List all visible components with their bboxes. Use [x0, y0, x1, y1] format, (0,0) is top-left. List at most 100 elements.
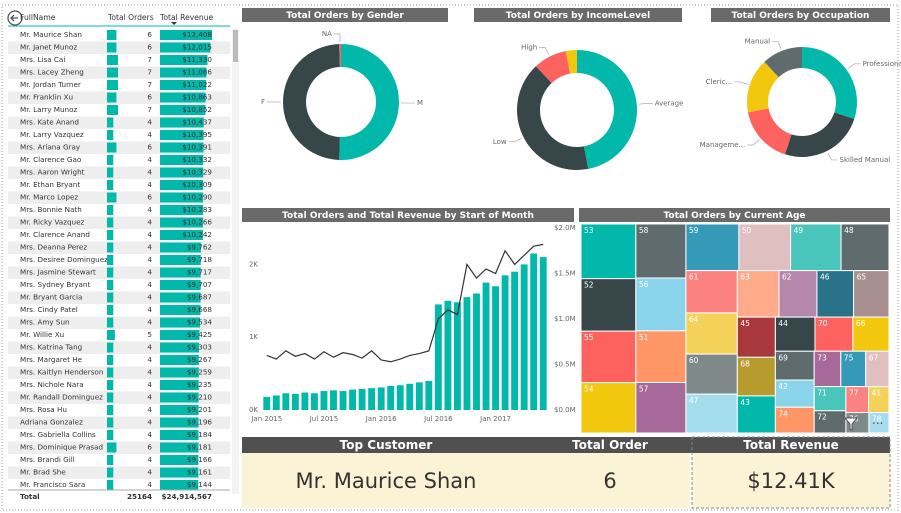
card-label: Top Customer: [340, 438, 433, 452]
cell-orders: 4: [147, 405, 152, 414]
y2-tick-label: $0.5M: [554, 361, 576, 369]
treemap-label: 46: [820, 273, 830, 282]
treemap-label: 44: [778, 319, 788, 328]
slice-label: F: [261, 98, 265, 106]
donut-slice: [535, 51, 571, 84]
filter-icon[interactable]: [843, 417, 859, 431]
revenue-bar: [160, 217, 204, 228]
cell-revenue: $9,303: [187, 343, 212, 352]
page-border: [1, 4, 899, 511]
column-header: Total Revenue: [159, 13, 214, 22]
slice-label: Manual: [745, 38, 770, 46]
cell-name: Mrs. Katrina Tang: [20, 343, 82, 352]
cell-orders: 4: [147, 155, 152, 164]
column-header: FullName: [20, 13, 56, 22]
revenue-bar: [160, 267, 201, 278]
cell-revenue: $9,707: [187, 280, 212, 289]
bar: [434, 304, 442, 410]
donut-slice: [517, 66, 589, 171]
revenue-bar: [160, 80, 207, 90]
orders-bar: [107, 155, 114, 165]
bar: [263, 396, 271, 410]
orders-bar: [107, 367, 114, 378]
revenue-bar: [160, 192, 204, 203]
x-tick-label: Jan 2015: [250, 415, 282, 423]
card-value: 6: [603, 469, 616, 493]
revenue-bar: [160, 292, 201, 303]
x-tick-label: Jul 2015: [309, 415, 339, 423]
bar: [320, 391, 328, 410]
cell-orders: 6: [147, 193, 152, 202]
leader-line: [772, 41, 782, 50]
cell-orders: 7: [147, 68, 152, 77]
total-revenue: $24,914,567: [162, 492, 212, 501]
cell-orders: 4: [147, 455, 152, 464]
orders-bar: [107, 405, 114, 415]
cell-revenue: $9,144: [187, 480, 213, 489]
bar: [530, 253, 538, 410]
cell-name: Mr. Francisco Sara: [20, 480, 85, 489]
bar: [339, 391, 347, 410]
cell-orders: 6: [147, 30, 152, 39]
leader-line: [539, 47, 550, 55]
title-bar: [711, 8, 890, 22]
treemap-label: 50: [742, 226, 752, 235]
bar: [444, 300, 452, 410]
orders-bar: [107, 467, 114, 478]
revenue-bar: [160, 305, 201, 315]
cell-orders: 4: [147, 218, 152, 227]
y2-tick-label: $1.0M: [554, 315, 576, 323]
slice-label: NA: [322, 30, 332, 38]
cell-orders: 4: [147, 118, 152, 127]
bar: [463, 297, 471, 410]
donut-slice: [565, 50, 577, 74]
treemap-label: 52: [584, 281, 594, 290]
treemap-cell: [580, 330, 637, 384]
orders-bar: [107, 242, 114, 253]
slice-label: Cleric...: [706, 78, 733, 86]
treemap-label: 56: [639, 280, 649, 289]
cell-name: Mrs. Rosa Hu: [20, 405, 67, 414]
scroll-thumb[interactable]: [233, 30, 238, 62]
bar: [473, 293, 480, 410]
revenue-bar: [160, 205, 204, 215]
chart-title: Total Orders by Gender: [286, 11, 404, 21]
treemap-label: 70: [818, 319, 828, 328]
treemap-label: 51: [639, 333, 649, 342]
cell-revenue: $10,309: [182, 180, 212, 189]
treemap-label: 64: [689, 315, 699, 324]
treemap-cell: [774, 406, 815, 434]
orders-bar: [107, 117, 114, 128]
cell-name: Mr. Marco Lopez: [20, 193, 78, 202]
cell-name: Mrs. Lisa Cai: [20, 55, 65, 64]
scrollbar[interactable]: [232, 28, 239, 494]
cell-name: Mr. Willie Xu: [20, 330, 64, 339]
cell-orders: 4: [147, 168, 152, 177]
bar: [520, 264, 528, 410]
orders-bar: [107, 380, 114, 390]
revenue-bar: [160, 455, 199, 465]
y2-tick-label: $1.5M: [554, 270, 576, 278]
cell-name: Mr. Larry Vazquez: [20, 130, 84, 139]
cell-orders: 4: [147, 230, 152, 239]
cell-name: Mr. Ricky Vazquez: [20, 218, 85, 227]
card-header-bar: [242, 437, 890, 453]
cell-name: Mrs. Ariana Gray: [20, 143, 81, 152]
treemap-label: 71: [817, 389, 827, 398]
more-options[interactable]: ···: [872, 417, 883, 431]
orders-bar: [107, 317, 114, 328]
cell-revenue: $9,718: [187, 255, 213, 264]
revenue-bar: [160, 117, 204, 128]
cell-revenue: $10,437: [182, 118, 212, 127]
cell-name: Mr. Larry Munoz: [20, 105, 78, 114]
bar: [291, 393, 299, 410]
cell-name: Mrs. Margaret He: [20, 355, 83, 364]
treemap-cell: [635, 330, 687, 384]
treemap-label: 58: [639, 226, 649, 235]
selection-border: [691, 436, 891, 509]
donut-slice: [577, 50, 638, 169]
revenue-bar: [160, 280, 201, 290]
title-bar: [242, 208, 574, 222]
revenue-bar: [160, 417, 199, 428]
leader-line: [508, 137, 522, 143]
